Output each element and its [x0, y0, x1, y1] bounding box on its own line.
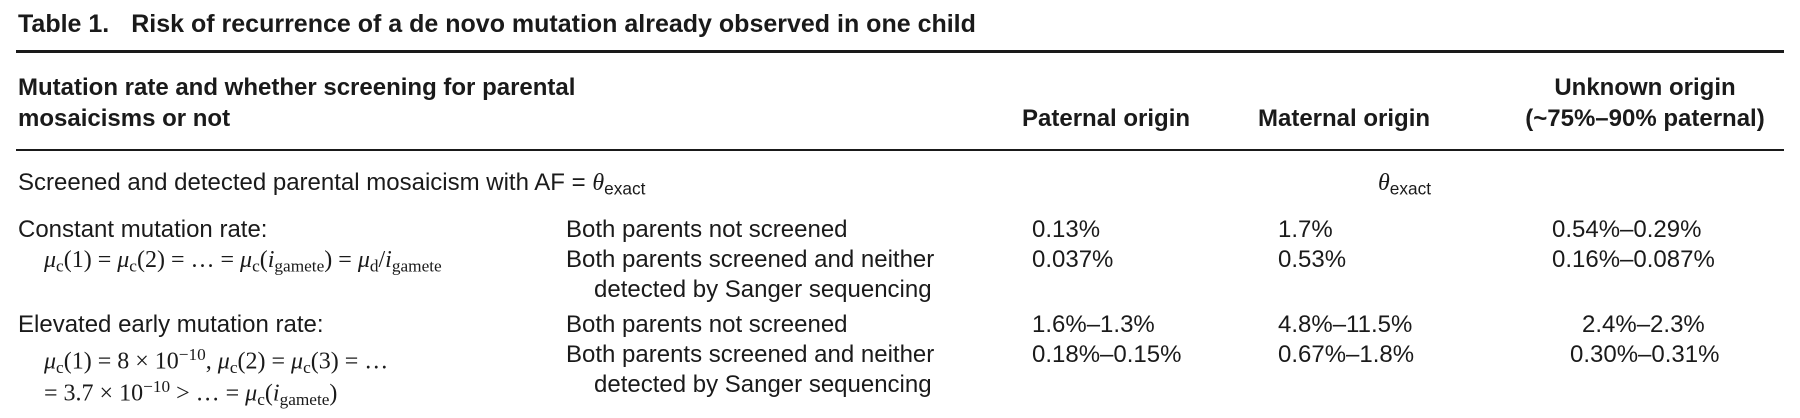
constant-row2-screening: Both parents screened and neither	[566, 246, 935, 273]
elevated-row1-screening: Both parents not screened	[566, 311, 848, 338]
header-unknown-line1: Unknown origin	[1554, 74, 1736, 101]
mu-symbol: μ	[357, 247, 370, 273]
subscript-c: c	[303, 357, 311, 377]
elevated-row1-maternal: 4.8%–11.5%	[1278, 311, 1413, 338]
table-caption: Risk of recurrence of a de novo mutation…	[131, 10, 976, 38]
subscript-gamete: gamete	[274, 256, 325, 276]
elevated-row2-paternal: 0.18%–0.15%	[1032, 341, 1182, 368]
theta-symbol: θ	[592, 170, 605, 196]
constant-rate-label: Constant mutation rate:	[18, 216, 268, 243]
formula-part: (	[259, 247, 268, 273]
table-number: Table 1.	[18, 10, 110, 38]
formula-part: > … =	[170, 380, 246, 407]
formula-part: (3) = …	[310, 348, 389, 375]
mu-symbol: μ	[245, 380, 258, 407]
mu-symbol: μ	[44, 247, 57, 273]
constant-row1-screening: Both parents not screened	[566, 216, 848, 243]
header-mutation-rate: Mutation rate and whether screening for …	[18, 72, 575, 134]
table-title: Table 1. Risk of recurrence of a de novo …	[18, 10, 976, 39]
mu-symbol: μ	[291, 348, 304, 375]
elevated-rate-formula-line2: = 3.7 × 10−10 > … = μc(igamete)	[44, 372, 337, 415]
exponent: −10	[143, 377, 171, 396]
constant-row2-screening-cont: detected by Sanger sequencing	[594, 276, 932, 303]
constant-rate-formula: μc(1) = μc(2) = … = μc(igamete) = μd/iga…	[44, 245, 442, 281]
formula-part: (1) =	[63, 247, 118, 273]
subscript-c: c	[252, 256, 260, 276]
elevated-row2-screening: Both parents screened and neither	[566, 341, 935, 368]
subscript-d: d	[369, 256, 379, 276]
mu-symbol: μ	[240, 247, 253, 273]
elevated-row2-unknown: 0.30%–0.31%	[1570, 341, 1720, 368]
mu-symbol: μ	[44, 348, 57, 375]
i-symbol: i	[385, 247, 392, 273]
subscript-c: c	[129, 256, 137, 276]
constant-row2-paternal: 0.037%	[1032, 246, 1114, 273]
formula-part: (2) = … =	[136, 247, 241, 273]
header-unknown: Unknown origin (~75%–90% paternal)	[1500, 72, 1790, 134]
constant-row1-paternal: 0.13%	[1032, 216, 1101, 243]
mu-symbol: μ	[117, 247, 130, 273]
theta-subscript: exact	[604, 178, 646, 199]
subscript-c: c	[257, 389, 265, 409]
screened-row-value: θexact	[1378, 168, 1431, 203]
mu-symbol: μ	[217, 348, 230, 375]
constant-row2-maternal: 0.53%	[1278, 246, 1347, 273]
elevated-row1-unknown: 2.4%–2.3%	[1582, 311, 1705, 338]
i-symbol: i	[272, 380, 280, 407]
constant-row1-maternal: 1.7%	[1278, 216, 1333, 243]
elevated-rate-label: Elevated early mutation rate:	[18, 311, 324, 338]
elevated-row1-paternal: 1.6%–1.3%	[1032, 311, 1155, 338]
theta-value-symbol: θ	[1378, 170, 1390, 196]
header-mutation-rate-line2: mosaicisms or not	[18, 105, 231, 132]
header-paternal: Paternal origin	[1022, 105, 1191, 132]
elevated-rate-formula-line1: μc(1) = 8 × 10−10, μc(2) = μc(3) = …	[44, 340, 388, 383]
subscript-c: c	[229, 357, 238, 377]
top-rule	[16, 50, 1784, 53]
formula-part: (1) = 8 × 10	[63, 348, 179, 375]
formula-part: )	[329, 380, 338, 407]
i-symbol: i	[267, 247, 275, 273]
formula-part: ,	[205, 348, 218, 375]
header-mutation-rate-line1: Mutation rate and whether screening for …	[18, 74, 576, 101]
screened-row-label: Screened and detected parental mosaicism…	[18, 168, 645, 203]
screened-label-text: Screened and detected parental mosaicism…	[18, 169, 586, 196]
formula-part: /	[378, 247, 386, 273]
subscript-c: c	[56, 256, 64, 276]
constant-row2-unknown: 0.16%–0.087%	[1552, 246, 1715, 273]
constant-row1-unknown: 0.54%–0.29%	[1552, 216, 1702, 243]
subscript-gamete: gamete	[279, 389, 330, 409]
subscript-c: c	[56, 357, 64, 377]
subscript-gamete: gamete	[391, 256, 442, 276]
header-unknown-line2: (~75%–90% paternal)	[1525, 105, 1765, 132]
elevated-row2-maternal: 0.67%–1.8%	[1278, 341, 1415, 368]
elevated-row2-screening-cont: detected by Sanger sequencing	[594, 371, 932, 398]
formula-part: ) =	[324, 247, 358, 273]
formula-part: (	[264, 380, 273, 407]
formula-part: (2) =	[237, 348, 292, 375]
header-maternal: Maternal origin	[1258, 105, 1431, 132]
theta-value-subscript: exact	[1389, 178, 1432, 199]
exponent: −10	[178, 345, 206, 364]
header-rule	[16, 149, 1784, 151]
formula-part: = 3.7 × 10	[44, 380, 144, 407]
